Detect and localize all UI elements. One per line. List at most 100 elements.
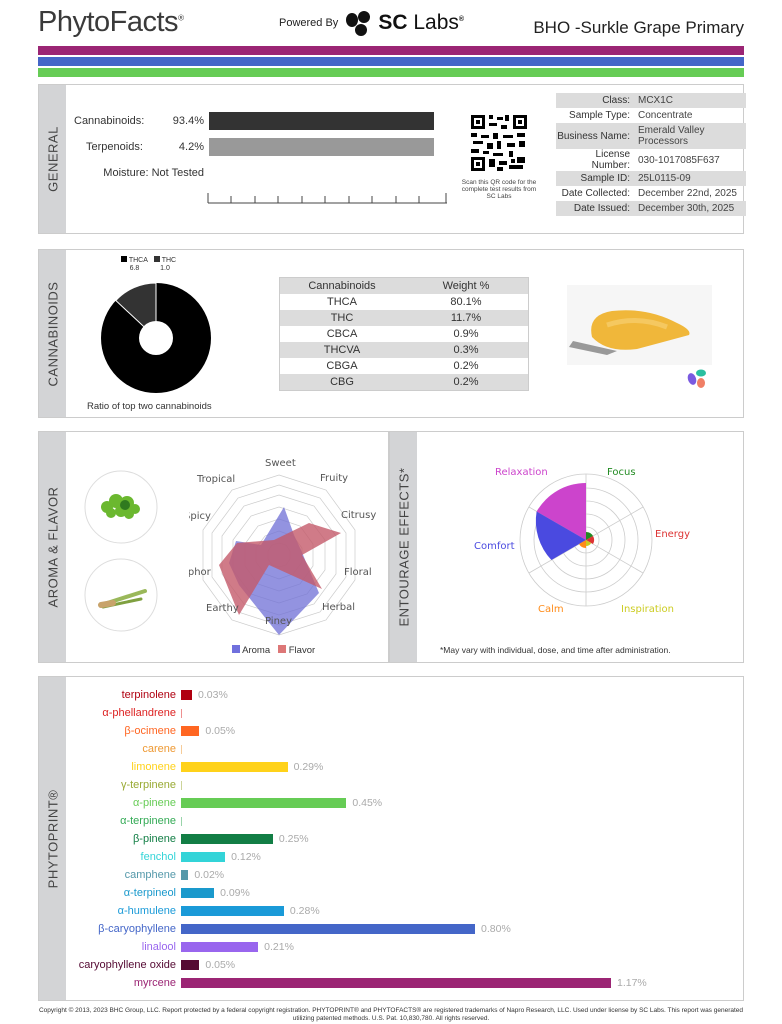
terpene-bar [181, 834, 273, 844]
terpene-bar [181, 762, 288, 772]
terpene-row: γ-terpinene [67, 776, 188, 794]
phytoprint-panel: PHYTOPRINT® terpinolene 0.03% α-phellandre… [38, 676, 744, 1001]
table-row: THCVA 0.3% [280, 342, 528, 358]
aroma-label: AROMA & FLAVOR [45, 486, 60, 608]
donut-caption: Ratio of top two cannabinoids [87, 401, 212, 412]
info-row-license: License Number: 030-1017085F637 [591, 149, 720, 171]
terpene-name: caryophyllene oxide [78, 959, 176, 971]
terpene-name: terpinolene [121, 689, 176, 701]
terpene-bar [181, 924, 476, 934]
general-sidebar: GENERAL [39, 85, 66, 233]
terpene-row: caryophyllene oxide 0.05% [67, 956, 235, 974]
terpene-name: β-caryophyllene [98, 923, 176, 935]
info-row-class: Class: MCX1C [556, 93, 746, 108]
info-row-sample-type: Sample Type: Concentrate [569, 110, 693, 121]
cannabinoids-panel: CANNABINOIDS THCA 6.8 THC 1.0 Ratio of top… [38, 249, 744, 418]
cannabinoids-bar [209, 112, 434, 130]
terpene-name: α-humulene [117, 905, 176, 917]
phytoprint-label: PHYTOPRINT® [45, 789, 60, 888]
terpene-value: 0.29% [293, 761, 324, 773]
axis-floral: Floral [344, 567, 372, 578]
legend-thc: THC 1.0 [153, 256, 176, 273]
info-row-date-issued: Date Issued: December 30th, 2025 [556, 201, 746, 216]
terpene-row: α-humulene 0.28% [67, 902, 320, 920]
terpene-name: limonene [131, 761, 176, 773]
phytoprint-sidebar: PHYTOPRINT® [39, 677, 66, 1000]
entourage-effects-polar-chart: Relaxation Focus Energy Inspiration Calm… [474, 467, 690, 615]
table-header: Cannabinoids Weight % [280, 278, 528, 294]
entourage-label: ENTOURAGE EFFECTS* [396, 467, 411, 627]
axis-spicy: Spicy [189, 511, 211, 522]
radar-legend: Aroma Flavor [232, 645, 315, 656]
qr-caption: Scan this QR code for the complete test … [461, 179, 537, 200]
powered-by: Powered By SC Labs® [279, 10, 464, 36]
entourage-sidebar: ENTOURAGE EFFECTS* [390, 432, 417, 662]
terpene-row: fenchol 0.12% [67, 848, 261, 866]
axis-citrusy: Citrusy [341, 510, 376, 521]
effect-calm: Calm [538, 604, 564, 615]
axis-sweet: Sweet [265, 458, 296, 469]
terpene-name: β-pinene [132, 833, 176, 845]
info-row-date-collected: Date Collected: December 22nd, 2025 [561, 188, 737, 199]
table-row: CBCA 0.9% [326, 328, 479, 340]
terpene-value: 0.28% [289, 905, 320, 917]
terpene-row: terpinolene 0.03% [67, 686, 228, 704]
terpene-bar [181, 870, 189, 880]
terpenoids-bar [209, 138, 434, 156]
entourage-effects-panel: ENTOURAGE EFFECTS* Relaxation Focus Ener… [389, 431, 744, 663]
hops-image [84, 470, 158, 544]
terpene-row: α-phellandrene [67, 704, 188, 722]
powered-by-text: Powered By [279, 17, 339, 29]
axis-earthy: Earthy [206, 603, 239, 614]
terpene-bar [181, 690, 193, 700]
terpene-bar [181, 852, 226, 862]
terpene-row: β-pinene 0.25% [67, 830, 309, 848]
terpene-row: α-terpinene [67, 812, 188, 830]
terpene-value: 1.17% [617, 977, 647, 989]
info-row-sample-id: Sample ID: 25L0115-09 [556, 171, 746, 186]
stripe-blue [38, 57, 744, 66]
effect-comfort: Comfort [474, 541, 515, 552]
info-row-business-name: Business Name: Emerald Valley Processors [556, 123, 746, 149]
terpene-name: α-terpineol [123, 887, 176, 899]
axis-piney: Piney [265, 616, 292, 627]
effect-relaxation: Relaxation [495, 467, 548, 478]
sc-labs-logo-icon [346, 11, 371, 36]
terpene-bar [181, 978, 611, 988]
table-row: CBGA 0.2% [326, 360, 479, 372]
axis-tropical: Tropical [196, 474, 235, 485]
axis-camphor: Camphor [189, 567, 212, 578]
legend-flavor: Flavor [278, 645, 315, 656]
terpene-name: carene [142, 743, 176, 755]
terpene-row: limonene 0.29% [67, 758, 323, 776]
general-label: GENERAL [45, 126, 60, 192]
terpene-bar [181, 726, 200, 736]
terpene-row: camphene 0.02% [67, 866, 225, 884]
cannabinoids-sidebar: CANNABINOIDS [39, 250, 66, 417]
terpene-value: 0.12% [231, 851, 261, 863]
cannabinoids-row: Cannabinoids: 93.4% [74, 115, 204, 127]
scale-axis [207, 193, 447, 204]
terpene-bar [181, 888, 215, 898]
general-panel: GENERAL Cannabinoids: 93.4% Terpenoids: 4.… [38, 84, 746, 234]
terpene-value: 0.09% [220, 887, 250, 899]
aroma-flavor-panel: AROMA & FLAVOR Sweet Fruity Citrusy Flor… [38, 431, 389, 663]
terpene-value: 0.02% [194, 869, 225, 881]
terpene-value: 0.05% [205, 725, 236, 737]
header: PhytoFacts® Powered By SC Labs® BHO -Sur… [38, 6, 744, 42]
legend-thca: THCA 6.8 [121, 256, 148, 273]
terpene-bar [181, 942, 259, 952]
moisture-row: Moisture: Not Tested [103, 167, 204, 179]
donut-legend: THCA 6.8 THC 1.0 [121, 256, 176, 273]
sc-labs-brand: SC Labs® [378, 11, 465, 34]
terpene-bar [181, 780, 182, 790]
concentrate-product-image [567, 285, 712, 388]
terpene-value: 0.80% [481, 923, 511, 935]
terpene-row: β-ocimene 0.05% [67, 722, 235, 740]
lemongrass-image [84, 558, 158, 632]
axis-herbal: Herbal [322, 602, 355, 613]
qr-code-icon[interactable] [469, 113, 529, 173]
phytofacts-logo: PhytoFacts® [38, 6, 184, 38]
terpene-name: α-terpinene [120, 815, 176, 827]
terpene-row: α-terpineol 0.09% [67, 884, 250, 902]
